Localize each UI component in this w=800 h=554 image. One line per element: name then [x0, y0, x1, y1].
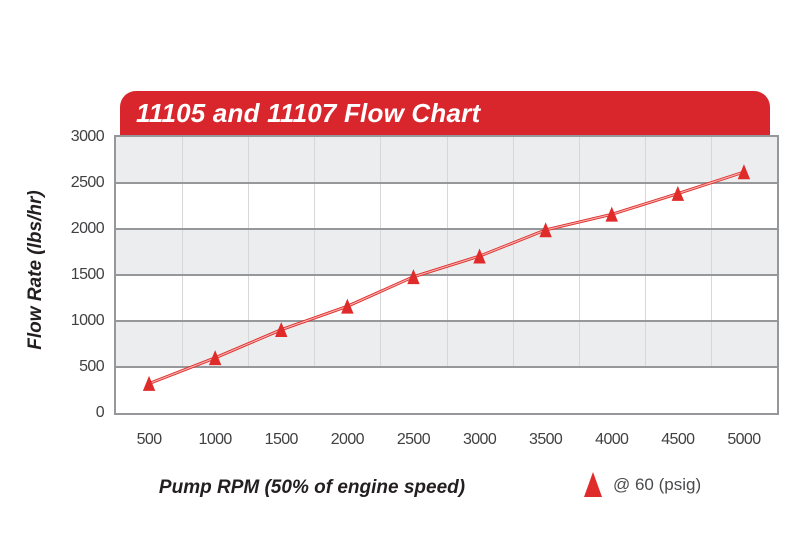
x-tick-label: 5000 [727, 431, 761, 448]
x-tick-label: 2000 [330, 431, 365, 448]
vertical-gridline [512, 137, 514, 367]
x-tick-label: 3000 [462, 431, 497, 448]
series-line-highlight [148, 171, 745, 385]
vertical-gridline [644, 137, 646, 367]
series-line [148, 170, 745, 385]
horizontal-gridline [116, 228, 777, 230]
vertical-gridline [710, 137, 712, 367]
legend-label: @ 60 (psig) [613, 475, 702, 494]
y-tick-label: 0 [95, 404, 105, 421]
data-point-triangle [407, 269, 420, 285]
x-tick-label: 2500 [396, 431, 431, 448]
y-tick-label: 500 [79, 358, 105, 375]
vertical-gridline [248, 137, 250, 367]
data-point-triangle [473, 248, 486, 264]
plot-area [114, 135, 779, 415]
chart-title: 11105 and 11107 Flow Chart [136, 97, 481, 128]
legend: @ 60 (psig) [584, 472, 701, 497]
x-tick-label: 1500 [264, 431, 299, 448]
x-tick-label: 3500 [529, 431, 563, 448]
plot-grid-layer [116, 137, 777, 413]
data-point-triangle [275, 322, 288, 338]
data-point-triangle [605, 206, 618, 222]
data-point-triangle [539, 222, 552, 238]
horizontal-gridline [116, 274, 777, 276]
data-point-triangle [208, 350, 222, 366]
vertical-gridline [446, 137, 448, 367]
y-tick-label: 2500 [70, 174, 105, 191]
x-tick-label: 4500 [661, 431, 695, 448]
data-point-triangle [341, 298, 354, 314]
x-tick-label: 500 [136, 431, 163, 448]
triangle-marker-icon [584, 472, 602, 497]
data-point-triangle [671, 185, 685, 201]
vertical-gridline [314, 137, 316, 367]
vertical-gridline [578, 137, 580, 367]
data-series-layer [142, 164, 751, 391]
data-point-triangle [737, 164, 751, 180]
vertical-gridline [380, 137, 382, 367]
y-tick-label: 1000 [70, 312, 105, 329]
y-tick-label: 1500 [70, 266, 105, 283]
x-tick-label: 1000 [198, 431, 233, 448]
y-tick-label: 3000 [70, 128, 105, 145]
chart-title-banner: 11105 and 11107 Flow Chart [120, 91, 770, 135]
data-point-triangle [142, 375, 156, 391]
horizontal-gridline [116, 366, 777, 368]
x-axis-title: Pump RPM (50% of engine speed) [158, 477, 466, 498]
vertical-gridline [182, 137, 184, 367]
horizontal-gridline [116, 320, 777, 322]
x-tick-label: 4000 [595, 431, 629, 448]
y-tick-label: 2000 [70, 220, 105, 237]
horizontal-gridline [116, 182, 777, 184]
